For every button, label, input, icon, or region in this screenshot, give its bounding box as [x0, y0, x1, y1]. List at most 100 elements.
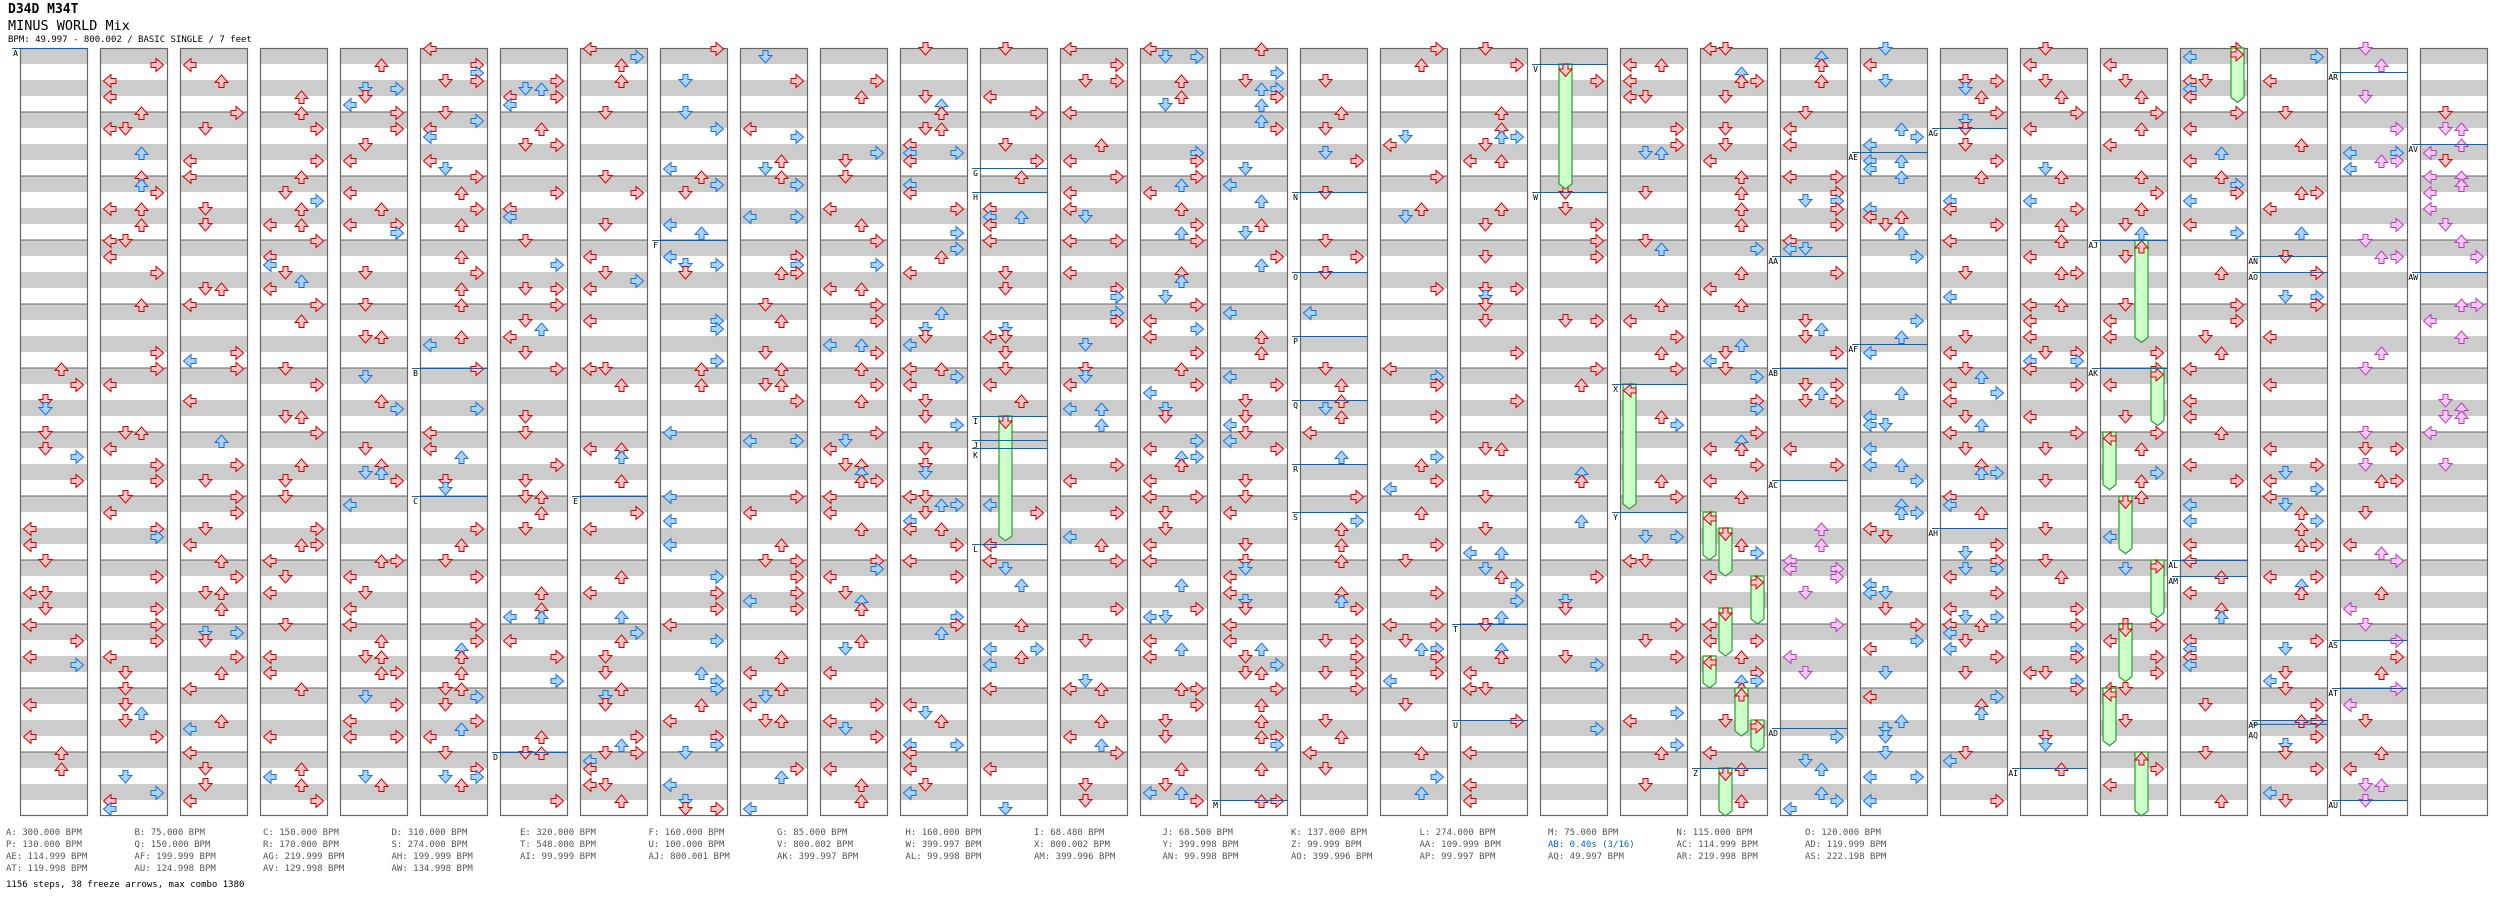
beat-band: [580, 656, 648, 672]
beat-band: [1300, 432, 1368, 448]
bpm-marker: A: [12, 48, 88, 58]
beat-band: [2020, 304, 2088, 320]
arrow-up-icon: [2133, 90, 2150, 104]
beat-band: [820, 752, 888, 768]
arrow-down-icon: [357, 690, 374, 704]
beat-band: [1300, 112, 1368, 128]
beat-band: [2420, 528, 2488, 544]
bpm-marker: AU: [2328, 800, 2408, 810]
arrow-down-icon: [917, 330, 934, 344]
arrow-left-icon: [502, 609, 517, 625]
arrow-right-icon: [1670, 737, 1685, 753]
arrow-left-icon: [1382, 481, 1397, 497]
arrow-left-icon: [1862, 209, 1877, 225]
arrow-up-icon: [133, 178, 150, 192]
beat-band: [1300, 624, 1368, 640]
arrow-left-icon: [2022, 121, 2037, 137]
arrow-up-icon: [133, 218, 150, 232]
arrow-up-icon: [533, 122, 550, 136]
arrow-up-icon: [2133, 474, 2150, 488]
arrow-right-icon: [310, 121, 325, 137]
beat-band: [1380, 80, 1448, 96]
arrow-down-icon: [1877, 418, 1894, 432]
beat-band: [2340, 112, 2408, 128]
beat-band: [580, 240, 648, 256]
beat-band: [1060, 400, 1128, 416]
beat-band: [1700, 112, 1768, 128]
arrow-left-icon: [2262, 377, 2277, 393]
arrow-down-icon: [1957, 114, 1974, 128]
arrow-left-icon: [982, 761, 997, 777]
arrow-left-icon: [1942, 425, 1957, 441]
arrow-left-icon: [1862, 57, 1877, 73]
legend-entry: C: 150.000 BPM: [263, 828, 339, 838]
arrow-down-icon: [837, 170, 854, 184]
beat-band: [2340, 720, 2408, 736]
beat-band: [980, 144, 1048, 160]
arrow-right-icon: [1990, 153, 2005, 169]
arrow-right-icon: [870, 257, 885, 273]
arrow-right-icon: [390, 105, 405, 121]
beat-band: [1220, 400, 1288, 416]
arrow-left-icon: [902, 145, 917, 161]
arrow-right-icon: [1190, 217, 1205, 233]
arrow-down-icon: [37, 394, 54, 408]
beat-band: [580, 80, 648, 96]
beat-band: [1860, 560, 1928, 576]
arrow-up-icon: [1653, 58, 1670, 72]
beat-band: [260, 80, 328, 96]
beat-band: [2180, 464, 2248, 480]
arrow-down-icon: [2117, 682, 2134, 696]
beat-band: [980, 560, 1048, 576]
beat-band: [100, 240, 168, 256]
beat-band: [1620, 688, 1688, 704]
beat-band: [100, 720, 168, 736]
arrow-up-icon: [53, 362, 70, 376]
beat-band: [500, 336, 568, 352]
beat-band: [2420, 464, 2488, 480]
arrow-down-icon: [1077, 778, 1094, 792]
beat-band: [340, 592, 408, 608]
arrow-up-icon: [133, 202, 150, 216]
arrow-up-icon: [293, 106, 310, 120]
arrow-down-icon: [2357, 234, 2374, 248]
arrow-up-icon: [1253, 218, 1270, 232]
arrow-up-icon: [2293, 586, 2310, 600]
arrow-right-icon: [1830, 169, 1845, 185]
arrow-down-icon: [677, 74, 694, 88]
beat-band: [1140, 592, 1208, 608]
arrow-down-icon: [997, 562, 1014, 576]
arrow-left-icon: [2182, 409, 2197, 425]
arrow-down-icon: [2277, 466, 2294, 480]
arrow-left-icon: [1462, 153, 1477, 169]
arrow-down-icon: [917, 490, 934, 504]
arrow-left-icon: [1062, 529, 1077, 545]
column-border: [499, 47, 569, 817]
arrow-down-icon: [2437, 154, 2454, 168]
arrow-up-icon: [613, 738, 630, 752]
arrow-right-icon: [1510, 393, 1525, 409]
beat-band: [1700, 688, 1768, 704]
beat-band: [2180, 400, 2248, 416]
arrow-up-icon: [2053, 234, 2070, 248]
arrow-up-icon: [1733, 202, 1750, 216]
arrow-right-icon: [390, 553, 405, 569]
arrow-right-icon: [1190, 233, 1205, 249]
beat-band: [1780, 656, 1848, 672]
beat-band: [1220, 784, 1288, 800]
beat-band: [180, 688, 248, 704]
arrow-down-icon: [1157, 290, 1174, 304]
arrow-left-icon: [2422, 145, 2437, 161]
arrow-right-icon: [1270, 441, 1285, 457]
beat-band: [1460, 368, 1528, 384]
arrow-right-icon: [2310, 537, 2325, 553]
bpm-marker: AH: [1928, 528, 2008, 538]
arrow-down-icon: [1637, 146, 1654, 160]
legend-entry: AF: 199.999 BPM: [134, 852, 216, 862]
arrow-down-icon: [917, 394, 934, 408]
beat-band: [740, 688, 808, 704]
beat-band: [900, 688, 968, 704]
bpm-marker: U: [1452, 720, 1528, 730]
beat-band: [1860, 48, 1928, 64]
arrow-up-icon: [693, 170, 710, 184]
